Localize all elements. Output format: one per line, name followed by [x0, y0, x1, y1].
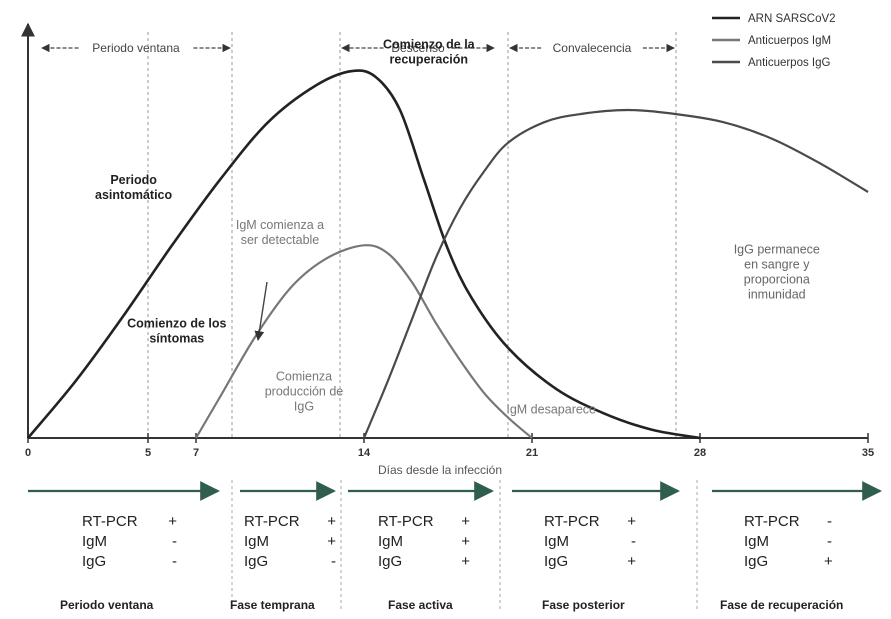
- test-label: IgM: [82, 533, 108, 550]
- annotation-line: asintomático: [95, 188, 172, 202]
- test-result: +: [168, 513, 177, 530]
- annotation-line: síntomas: [149, 331, 204, 345]
- annotation-line: IgG: [294, 400, 314, 414]
- status-row: RT-PCR +: [244, 512, 336, 532]
- test-label: IgM: [244, 533, 270, 550]
- test-label: IgG: [744, 553, 769, 570]
- annotation-line: producción de: [265, 385, 344, 399]
- x-tick-label: 21: [526, 447, 538, 459]
- status-row: IgM -: [82, 532, 177, 552]
- test-result: +: [461, 533, 470, 550]
- status-row: RT-PCR +: [378, 512, 470, 532]
- x-tick-label: 7: [193, 447, 199, 459]
- x-tick-label: 14: [358, 447, 371, 459]
- annotation-line: IgM desaparece: [506, 402, 596, 416]
- test-result: +: [327, 533, 336, 550]
- status-row: IgM +: [378, 532, 470, 552]
- legend: ARN SARSCoV2 Anticuerpos IgM Anticuerpos I…: [712, 13, 836, 69]
- test-label: RT-PCR: [744, 513, 800, 530]
- test-label: IgM: [544, 533, 570, 550]
- legend-label: ARN SARSCoV2: [748, 13, 836, 25]
- stage-name: Fase temprana: [230, 598, 315, 612]
- test-label: IgG: [244, 553, 269, 570]
- annotation-text: Periodo asintomático: [95, 173, 172, 202]
- status-row: IgG +: [378, 552, 470, 572]
- x-axis-label: Días desde la infección: [378, 463, 502, 477]
- annotation-line: IgM comienza a: [236, 218, 324, 232]
- test-label: RT-PCR: [544, 513, 600, 530]
- status-row: IgM -: [544, 532, 636, 552]
- annotation-line: proporciona: [744, 273, 810, 287]
- test-label: IgG: [82, 553, 107, 570]
- stage-name: Fase de recuperación: [720, 598, 844, 612]
- test-result: +: [824, 553, 833, 570]
- x-tick-label: 0: [25, 447, 31, 459]
- annotation-line: en sangre y: [744, 258, 810, 272]
- annotation-text: Comienzo de la recuperación: [383, 38, 476, 67]
- annotation-line: Periodo: [110, 173, 157, 187]
- x-tick-label: 5: [145, 447, 151, 459]
- phase-label: Convalecencia: [553, 41, 632, 55]
- series-line-0: [27, 69, 701, 440]
- test-result: -: [331, 553, 336, 570]
- x-tick-label: 28: [694, 447, 706, 459]
- status-row: IgG -: [82, 552, 177, 572]
- stage-status-block: RT-PCR + IgM - IgG -: [82, 512, 177, 572]
- legend-pointer-arrow: [254, 281, 268, 341]
- test-result: -: [172, 553, 177, 570]
- test-label: IgG: [544, 553, 569, 570]
- annotation-text: Comienza producción de IgG: [265, 370, 344, 414]
- status-row: IgM -: [744, 532, 832, 552]
- status-row: RT-PCR +: [544, 512, 636, 532]
- test-result: -: [827, 513, 832, 530]
- annotation-line: Comienzo de la: [383, 38, 476, 52]
- stage-name: Fase posterior: [542, 598, 625, 612]
- stage-status-block: RT-PCR - IgM - IgG +: [744, 512, 833, 572]
- status-row: IgG +: [544, 552, 636, 572]
- test-result: -: [172, 533, 177, 550]
- series-line-2: [362, 108, 869, 439]
- stage-name: Periodo ventana: [60, 598, 154, 612]
- test-result: +: [461, 553, 470, 570]
- phase-label: Descenso: [391, 41, 445, 55]
- test-label: IgG: [378, 553, 403, 570]
- annotation-line: recuperación: [390, 53, 469, 67]
- test-label: IgM: [378, 533, 404, 550]
- annotation-text: IgM comienza a ser detectable: [236, 218, 324, 247]
- status-row: RT-PCR +: [82, 512, 177, 532]
- test-result: -: [631, 533, 636, 550]
- annotation-line: ser detectable: [241, 233, 320, 247]
- test-result: +: [627, 553, 636, 570]
- legend-label: Anticuerpos IgM: [748, 35, 831, 47]
- annotation-line: Comienza: [276, 370, 332, 384]
- status-row: IgG -: [244, 552, 336, 572]
- annotation-text: Comienzo de los síntomas: [127, 316, 226, 345]
- test-label: RT-PCR: [82, 513, 138, 530]
- test-label: IgM: [744, 533, 770, 550]
- legend-label: Anticuerpos IgG: [748, 57, 831, 69]
- x-tick-label: 35: [862, 447, 874, 459]
- status-row: IgM +: [244, 532, 336, 552]
- stage-status-block: RT-PCR + IgM - IgG +: [544, 512, 636, 572]
- series-line-1: [195, 244, 533, 439]
- annotation-text: IgG permanece en sangre y proporciona inmun…: [734, 243, 820, 302]
- annotation-line: Comienzo de los: [127, 316, 226, 330]
- test-label: RT-PCR: [378, 513, 434, 530]
- stage-status-block: RT-PCR + IgM + IgG +: [378, 512, 470, 572]
- test-label: RT-PCR: [244, 513, 300, 530]
- test-result: +: [461, 513, 470, 530]
- test-result: -: [827, 533, 832, 550]
- phase-label: Periodo ventana: [92, 41, 180, 55]
- stage-name: Fase activa: [388, 598, 453, 612]
- status-row: RT-PCR -: [744, 512, 832, 532]
- annotation-line: IgG permanece: [734, 243, 820, 257]
- stage-status-block: RT-PCR + IgM + IgG -: [244, 512, 336, 572]
- test-result: +: [327, 513, 336, 530]
- status-row: IgG +: [744, 552, 833, 572]
- test-result: +: [627, 513, 636, 530]
- annotation-line: inmunidad: [748, 288, 806, 302]
- annotation-text: IgM desaparece: [506, 402, 596, 416]
